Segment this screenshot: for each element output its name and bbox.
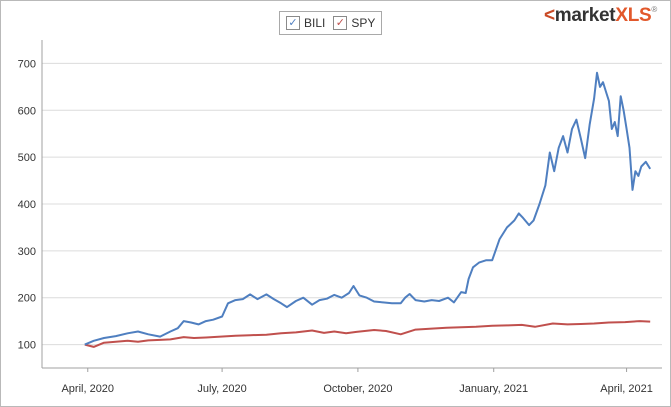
- y-tick-label-700: 700: [18, 58, 36, 70]
- checkbox-spy[interactable]: ✓: [333, 16, 348, 30]
- grid: [42, 62, 662, 346]
- y-tick-label-500: 500: [18, 152, 36, 164]
- legend-label-spy: SPY: [351, 16, 376, 30]
- series-layer: [84, 71, 652, 348]
- legend-item-spy[interactable]: ✓ SPY: [333, 16, 375, 30]
- axes: [41, 40, 662, 372]
- x-tick-label-0: April, 2020: [61, 383, 114, 395]
- y-tick-label-400: 400: [18, 199, 36, 211]
- x-tick-label-4: April, 2021: [600, 383, 653, 395]
- x-tick-label-1: July, 2020: [197, 383, 246, 395]
- x-tick-label-2: October, 2020: [323, 383, 392, 395]
- marketxls-logo: <marketXLS®: [544, 5, 657, 26]
- legend-label-bili: BILI: [304, 16, 326, 30]
- y-tick-label-300: 300: [18, 246, 36, 258]
- legend-item-bili[interactable]: ✓ BILI: [286, 16, 325, 30]
- tick-labels: 100 200 300 400 500 600 700 April, 2020 July, 20…: [18, 58, 653, 395]
- y-tick-label-600: 600: [18, 105, 36, 117]
- x-tick-label-3: January, 2021: [459, 383, 528, 395]
- legend: ✓ BILI ✓ SPY: [279, 11, 383, 35]
- series-line-bili: [84, 71, 652, 346]
- y-tick-label-100: 100: [18, 340, 36, 352]
- y-tick-label-200: 200: [18, 293, 36, 305]
- checkbox-bili[interactable]: ✓: [286, 16, 300, 30]
- series-line-spy: [84, 320, 651, 348]
